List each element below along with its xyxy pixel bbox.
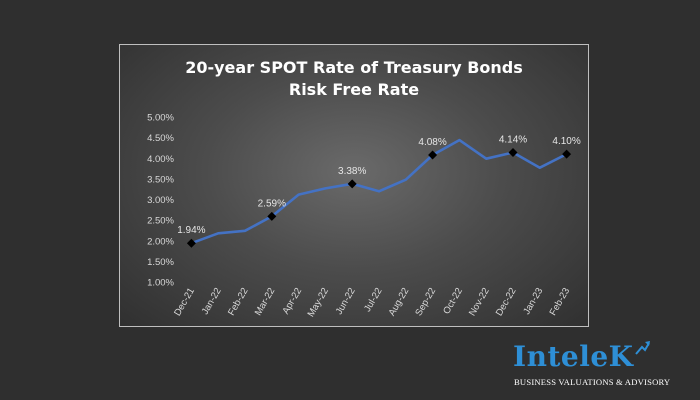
chart-title-line-1: 20-year SPOT Rate of Treasury Bonds	[185, 58, 523, 77]
chart-panel: 20-year SPOT Rate of Treasury Bonds Risk…	[119, 44, 589, 327]
x-tick-label: Dec-22	[494, 286, 519, 318]
y-tick-label: 1.00%	[147, 278, 174, 289]
x-tick-label: Mar-22	[253, 286, 278, 318]
y-tick-label: 3.50%	[147, 174, 174, 185]
y-tick-label: 1.50%	[147, 257, 174, 268]
y-tick-label: 2.00%	[147, 236, 174, 247]
series-line	[190, 138, 568, 245]
logo-tagline: BUSINESS VALUATIONS & ADVISORY	[514, 377, 671, 387]
x-tick-label: Jun-22	[334, 286, 358, 317]
x-tick-label: Jul-22	[362, 286, 384, 314]
x-tick-label: Feb-23	[548, 286, 573, 318]
data-point-marker	[347, 179, 357, 189]
y-tick-label: 4.00%	[147, 154, 174, 165]
intelek-logo: InteleK BUSINESS VALUATIONS & ADVISORY	[513, 340, 670, 392]
x-tick-label: Jan-23	[521, 286, 545, 317]
data-label: 4.10%	[552, 136, 580, 147]
chart-title: 20-year SPOT Rate of Treasury Bonds Risk…	[120, 57, 588, 101]
x-tick-label: Oct-22	[441, 286, 465, 316]
y-tick-label: 3.00%	[147, 195, 174, 206]
x-tick-label: Aug-22	[387, 286, 412, 318]
x-tick-label: May-22	[306, 286, 331, 319]
x-tick-label: Dec-21	[172, 286, 197, 318]
x-tick-label: Nov-22	[467, 286, 492, 318]
data-label: 4.08%	[418, 137, 446, 148]
data-point-marker	[562, 149, 572, 159]
line-chart: 1.00% 1.50% 2.00% 2.50% 3.00% 3.50% 4.00% 4.50%…	[147, 113, 581, 319]
y-tick-label: 4.50%	[147, 133, 174, 144]
x-tick-label: Feb-22	[226, 286, 251, 318]
arrow-up-icon	[635, 341, 650, 355]
data-label: 3.38%	[338, 166, 366, 177]
data-label: 1.94%	[177, 225, 205, 236]
y-tick-label: 2.50%	[147, 216, 174, 227]
data-point-marker	[508, 147, 518, 157]
logo-wordmark: InteleK	[513, 340, 634, 373]
x-tick-label: Apr-22	[280, 286, 304, 316]
data-point-marker	[428, 150, 438, 160]
y-tick-label: 5.00%	[147, 113, 174, 124]
data-label: 2.59%	[258, 198, 286, 209]
data-point-marker	[267, 211, 277, 221]
x-tick-label: Sep-22	[413, 286, 438, 318]
data-label: 4.14%	[499, 134, 527, 145]
x-tick-label: Jan-22	[200, 286, 224, 317]
chart-title-line-2: Risk Free Rate	[288, 80, 420, 99]
data-point-marker	[186, 238, 196, 248]
